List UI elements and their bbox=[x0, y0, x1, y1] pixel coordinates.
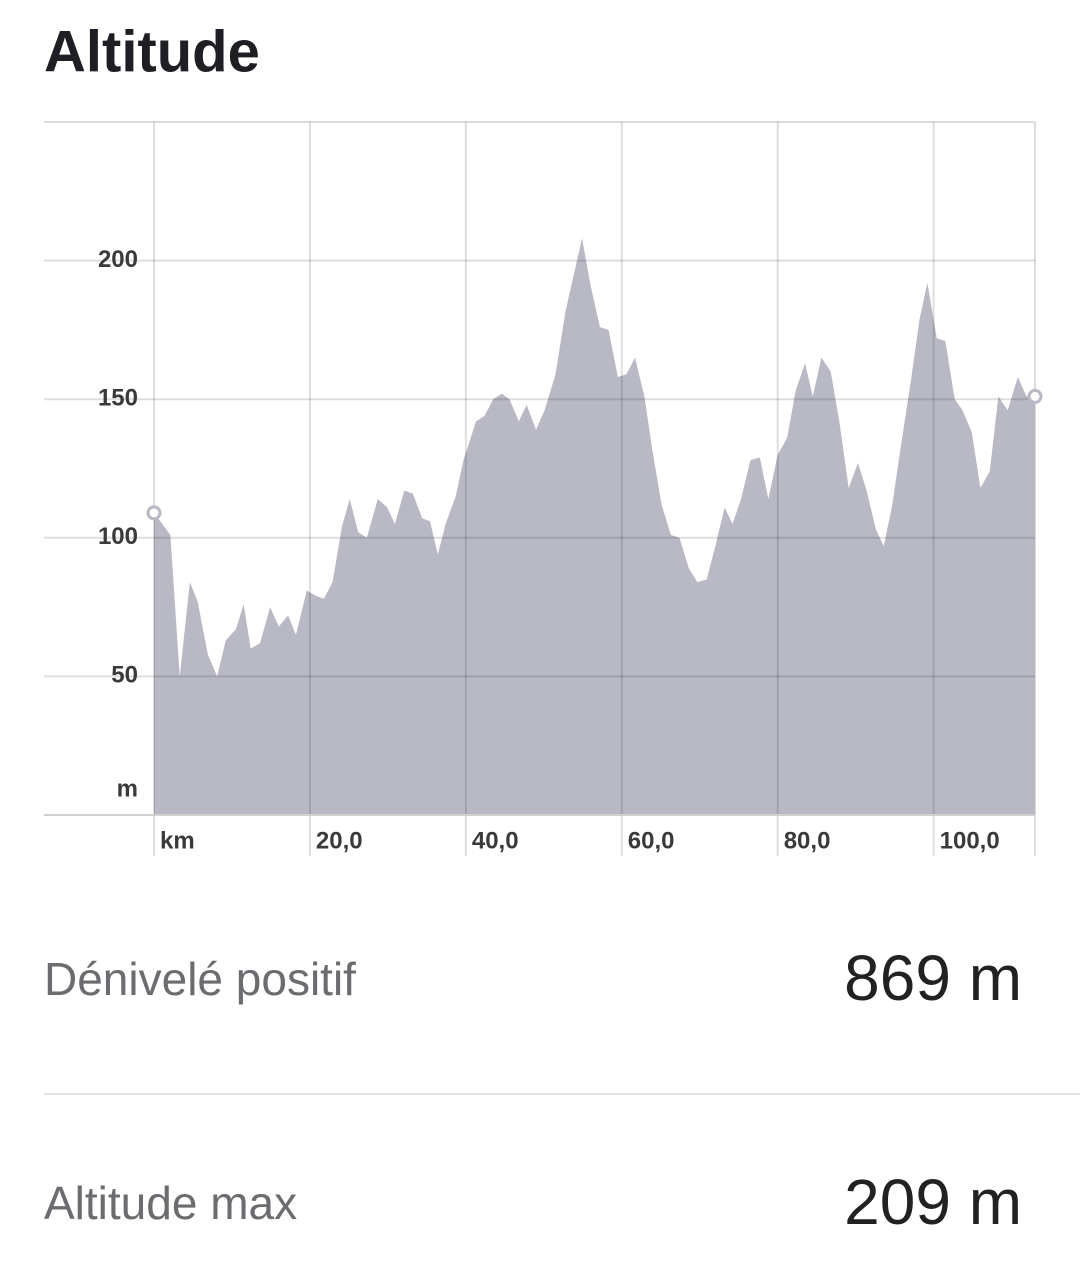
y-unit: m bbox=[117, 775, 138, 802]
x-tick-label: 40,0 bbox=[472, 827, 519, 854]
stat-label: Altitude max bbox=[44, 1177, 297, 1229]
x-tick-label: 80,0 bbox=[784, 827, 831, 854]
x-tick-label: 100,0 bbox=[940, 827, 1000, 854]
y-tick-label: 100 bbox=[98, 523, 138, 550]
stat-value: 869 m bbox=[844, 942, 1022, 1014]
x-tick-label: 60,0 bbox=[628, 827, 675, 854]
y-tick-label: 150 bbox=[98, 385, 138, 412]
altitude-area bbox=[154, 238, 1035, 815]
y-tick-label: 200 bbox=[98, 246, 138, 273]
stat-value: 209 m bbox=[844, 1166, 1022, 1238]
chart: 50 100 150 200 km 20,0 40,0 60,0 80,0 100,0 m bbox=[44, 121, 1043, 856]
title: Altitude bbox=[44, 19, 260, 84]
endpoint-marker bbox=[1027, 388, 1043, 404]
stat-label: Dénivelé positif bbox=[44, 953, 356, 1005]
endpoint-marker bbox=[146, 505, 162, 521]
x-tick-label: 20,0 bbox=[316, 827, 363, 854]
y-tick-label: 50 bbox=[111, 662, 138, 689]
x-tick-label: km bbox=[160, 827, 195, 854]
